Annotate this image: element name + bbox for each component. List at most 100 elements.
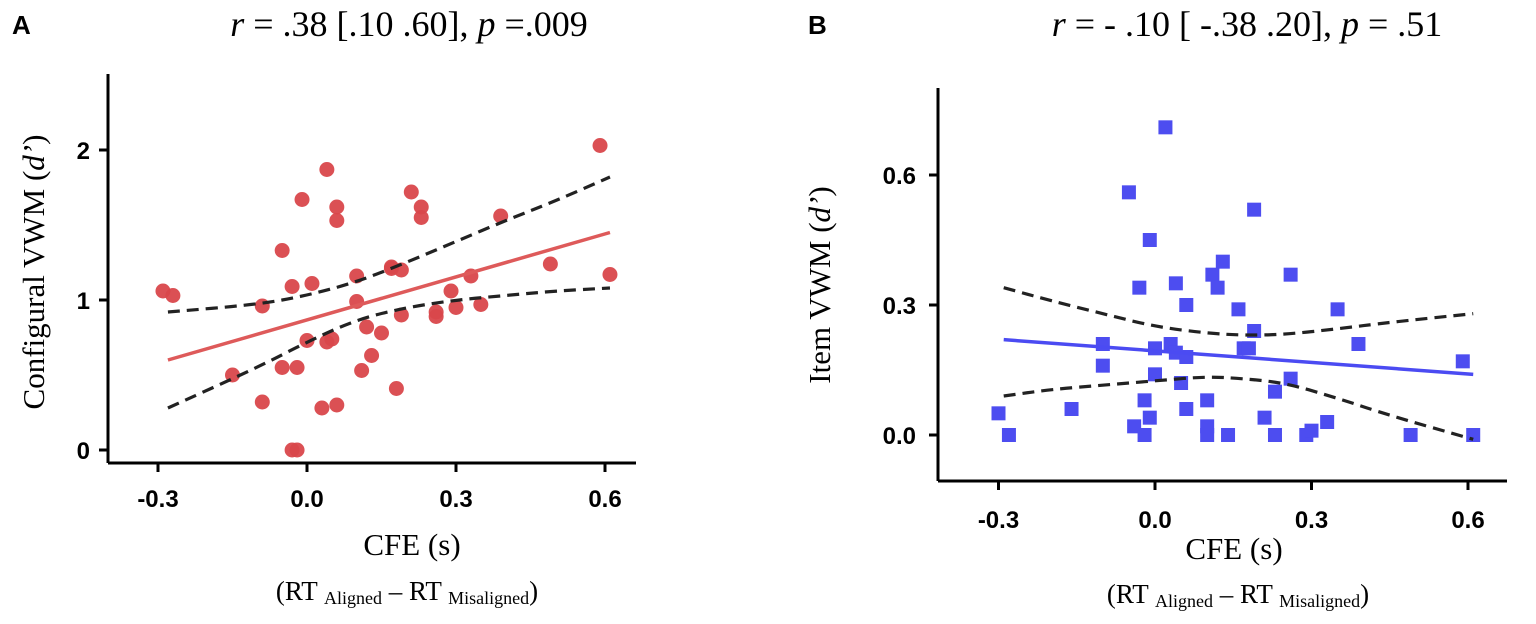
data-point <box>329 199 345 215</box>
data-point <box>329 397 345 413</box>
data-point <box>1095 358 1110 373</box>
data-point <box>1267 428 1282 442</box>
data-point <box>364 348 380 363</box>
x-tick-label: 0.0 <box>1138 507 1171 534</box>
data-point <box>1351 337 1366 351</box>
data-point <box>1142 410 1157 425</box>
data-point <box>289 442 305 458</box>
data-point <box>1257 410 1272 425</box>
data-point <box>602 267 618 282</box>
p-text: = .51 <box>1359 4 1442 44</box>
y-tick-label: 0.3 <box>883 293 916 320</box>
data-point <box>254 394 270 410</box>
data-point <box>413 199 429 215</box>
data-point <box>354 363 370 378</box>
data-point <box>374 325 389 341</box>
data-point <box>1121 185 1136 200</box>
r-text: = .38 [.10 .60], <box>244 4 477 44</box>
panel-a: A r = .38 [.10 .60], p =.009 CFE (s) (RT… <box>12 4 636 608</box>
r-text: = - .10 [ -.38 .20], <box>1066 4 1341 44</box>
data-point <box>1200 393 1215 408</box>
panel-b: B r = - .10 [ -.38 .20], p = .51 CFE (s)… <box>802 4 1507 611</box>
data-point <box>1205 267 1220 282</box>
data-point <box>359 319 375 335</box>
y-tick-label: 0.0 <box>883 423 916 450</box>
x-tick-label: 0.0 <box>290 486 323 513</box>
data-point <box>1221 428 1236 442</box>
data-point <box>448 300 464 315</box>
ci-upper-band <box>167 175 611 314</box>
data-point <box>1148 367 1162 382</box>
data-point <box>1148 341 1162 356</box>
x-axis-label-a: CFE (s) <box>363 527 460 562</box>
data-point <box>1231 302 1246 317</box>
data-point <box>319 162 335 177</box>
ylabel-post: ) <box>16 135 51 145</box>
panel-label-b: B <box>808 10 827 40</box>
y-axis-label-a: Configural VWM (d’) <box>16 135 51 410</box>
data-point <box>1158 120 1173 135</box>
plot-area-a <box>155 138 618 458</box>
y-tick-label: 2 <box>77 138 90 165</box>
data-point <box>1064 402 1079 416</box>
x-tick-label: 0.3 <box>439 486 472 513</box>
data-point <box>1137 428 1152 442</box>
x-tick-label: -0.3 <box>978 507 1019 534</box>
y-tick-label: 0 <box>77 438 90 465</box>
x-axis-sublabel-a: (RT Aligned – RT Misaligned) <box>276 576 538 608</box>
data-point <box>443 283 459 299</box>
ylabel-sym: d’ <box>16 145 51 171</box>
data-point <box>592 138 608 153</box>
data-point <box>1179 402 1194 416</box>
data-point <box>1142 233 1157 247</box>
r-symbol: r <box>230 4 245 44</box>
data-point <box>1179 298 1194 312</box>
r-symbol: r <box>1052 4 1067 44</box>
data-point <box>473 297 489 312</box>
data-point <box>1267 384 1282 399</box>
data-point <box>1210 280 1225 295</box>
data-point <box>324 331 340 347</box>
data-point <box>1283 267 1298 282</box>
ci-upper-band <box>1003 286 1474 337</box>
data-point <box>428 309 444 324</box>
stat-title-a: r = .38 [.10 .60], p =.009 <box>230 4 588 44</box>
y-tick-label: 1 <box>77 288 90 315</box>
data-point <box>274 243 290 258</box>
data-point <box>991 406 1006 421</box>
data-point <box>403 184 419 200</box>
ylabel-sym: d’ <box>802 197 837 223</box>
data-point <box>329 213 345 228</box>
x-tick-label: -0.3 <box>137 486 178 513</box>
data-point <box>304 276 320 291</box>
ci-lower-band <box>167 286 611 410</box>
data-point <box>1241 341 1256 356</box>
data-point <box>314 400 330 416</box>
sublabel-aligned: Aligned <box>324 588 382 608</box>
data-point <box>413 210 429 225</box>
regression-line <box>1003 337 1474 377</box>
data-point <box>299 333 315 348</box>
x-tick-label: 0.6 <box>1451 507 1484 534</box>
sublabel-mid: – RT <box>1213 579 1279 609</box>
data-point <box>1403 428 1418 442</box>
x-axis-label-b: CFE (s) <box>1185 531 1282 566</box>
p-symbol: p <box>474 4 495 44</box>
x-tick-label: 0.3 <box>1295 507 1328 534</box>
data-point <box>1137 393 1152 408</box>
data-point <box>274 360 290 375</box>
x-axis-sublabel-b: (RT Aligned – RT Misaligned) <box>1107 579 1369 611</box>
sublabel-open: (RT <box>1107 579 1155 609</box>
data-point <box>1247 202 1262 217</box>
p-text: =.009 <box>495 4 587 44</box>
data-point <box>1466 428 1481 442</box>
data-point <box>1304 423 1319 438</box>
ylabel-pre: Configural VWM ( <box>16 171 51 410</box>
data-point <box>289 360 305 375</box>
stat-title-b: r = - .10 [ -.38 .20], p = .51 <box>1052 4 1443 44</box>
data-point <box>1215 254 1230 269</box>
data-point <box>1455 354 1470 369</box>
y-tick-label: 0.6 <box>883 163 916 190</box>
data-point <box>1200 428 1215 442</box>
regression-line <box>167 230 611 362</box>
